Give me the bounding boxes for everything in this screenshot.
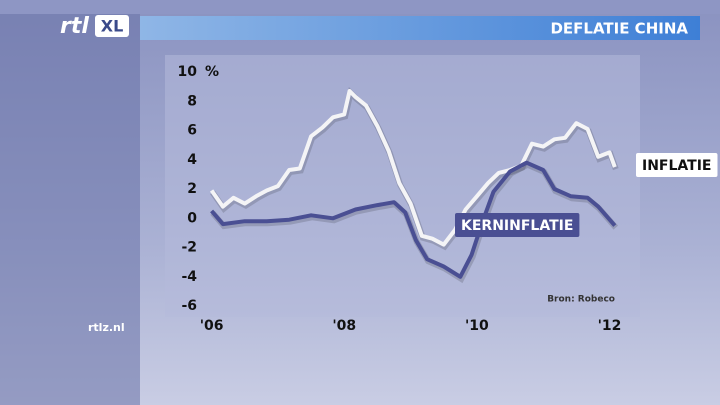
title-bar [140, 16, 700, 40]
y-tick-label: -4 [181, 269, 197, 285]
x-tick-label: '12 [598, 318, 622, 334]
left-panel [0, 0, 140, 405]
x-tick-label: '10 [465, 318, 489, 334]
top-strip [0, 0, 720, 14]
y-tick-label: 10 [178, 64, 198, 80]
line [210, 160, 617, 279]
logo-badge: XL [101, 17, 124, 36]
series-label-box [455, 213, 580, 237]
series-label-box [636, 153, 718, 177]
site: rtlz.nl [88, 321, 125, 334]
series-label: INFLATIE [642, 158, 711, 174]
source: Bron: Robeco [547, 295, 615, 305]
series-label: KERNINFLATIE [461, 218, 573, 234]
logo: rtl [60, 14, 89, 39]
chart-title: DEFLATIE CHINA [550, 20, 688, 38]
y-tick-label: 0 [187, 210, 197, 226]
y-tick-label: -6 [181, 298, 197, 314]
logo-badge-box [95, 15, 129, 37]
y-unit: % [205, 64, 219, 80]
line [209, 89, 617, 247]
x-tick-label: '08 [332, 318, 356, 334]
y-tick-label: 2 [187, 181, 197, 197]
y-tick-label: 4 [187, 152, 197, 168]
y-tick-label: -2 [181, 240, 197, 256]
y-tick-label: 6 [187, 123, 197, 139]
y-tick-label: 8 [187, 93, 197, 109]
x-tick-label: '06 [200, 318, 224, 334]
